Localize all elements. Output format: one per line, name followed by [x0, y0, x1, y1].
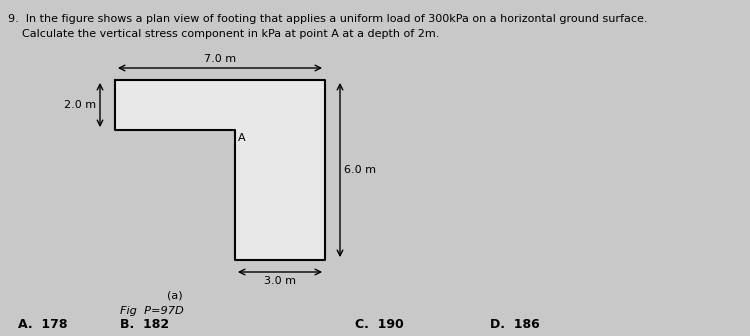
Text: 2.0 m: 2.0 m [64, 100, 96, 110]
Text: 7.0 m: 7.0 m [204, 54, 236, 64]
Text: 3.0 m: 3.0 m [264, 276, 296, 286]
Text: (a): (a) [167, 290, 183, 300]
Text: C.  190: C. 190 [355, 318, 404, 331]
Text: Fig  P=97D: Fig P=97D [120, 306, 184, 316]
Text: A: A [238, 133, 246, 143]
Text: 6.0 m: 6.0 m [344, 165, 376, 175]
Text: D.  186: D. 186 [490, 318, 540, 331]
Text: Calculate the vertical stress component in kPa at point A at a depth of 2m.: Calculate the vertical stress component … [8, 29, 439, 39]
Text: A.  178: A. 178 [18, 318, 68, 331]
Polygon shape [115, 80, 325, 260]
Text: B.  182: B. 182 [120, 318, 170, 331]
Text: 9.  In the figure shows a plan view of footing that applies a uniform load of 30: 9. In the figure shows a plan view of fo… [8, 14, 647, 24]
